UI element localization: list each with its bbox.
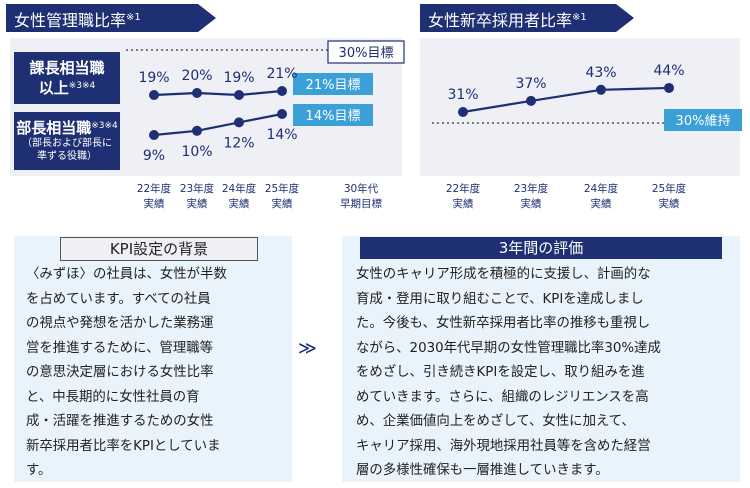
- eval_box-line: め、企業価値向上をめざして、女性に加えて、: [356, 414, 635, 429]
- row-label-bucho: 部長相当職※3※4 （部長および部長に 準ずる役職）: [14, 112, 120, 170]
- eval_box-line: 育成・登用に取り組むことで、KPIを達成しまし: [356, 291, 644, 307]
- x-tick-label: 23年度: [514, 182, 549, 195]
- evaluation-box: [342, 236, 740, 482]
- x-tick-label: 25年度: [265, 182, 300, 195]
- bucho-series-point: [192, 125, 202, 136]
- future-label-2: 早期目標: [340, 197, 382, 210]
- bucho-series-point: [149, 130, 159, 140]
- recruit-series-point: [664, 82, 674, 93]
- x-tick-label: 実績: [591, 197, 612, 210]
- x-tick-label: 実績: [453, 197, 474, 210]
- recruit-series-data-label: 44%: [653, 63, 684, 79]
- kacho-series-line: [153, 89, 283, 97]
- bucho-series-data-label: 14%: [266, 127, 297, 143]
- recruit-series-data-label: 31%: [447, 87, 478, 103]
- eval_box-line: めていきます。さらに、組織のレジリエンスを高: [356, 389, 649, 405]
- eval_box-line: ながら、2030年代早期の女性管理職比率30%達成: [356, 340, 661, 356]
- bucho-series-data-label: 10%: [181, 144, 212, 160]
- kacho-series-point: [149, 90, 159, 100]
- bucho-target-box: [293, 104, 373, 126]
- bucho-series-data-label: 9%: [143, 148, 165, 164]
- recruit-series-data-label: 43%: [585, 65, 616, 81]
- chevron-right-icon: ≫: [298, 338, 317, 359]
- bucho-series-line: [153, 112, 283, 137]
- x-tick-label: 22年度: [137, 182, 172, 195]
- recruit-series-line: [462, 86, 670, 114]
- kacho-series-point: [234, 90, 244, 100]
- recruit-series-point: [458, 107, 468, 117]
- kpi_box-line: の視点や発想を活かした業務運: [26, 316, 214, 331]
- right-chart-panel: [420, 38, 740, 176]
- x-tick-label: 実績: [659, 197, 680, 210]
- x-tick-label: 実績: [144, 197, 165, 210]
- x-tick-label: 実績: [272, 197, 293, 210]
- bucho-series-data-label: 12%: [223, 135, 254, 151]
- x-tick-label: 実績: [187, 197, 208, 210]
- kacho-series-data-label: 20%: [181, 68, 212, 84]
- kpi-background-box: [14, 236, 292, 482]
- target-30-box: [327, 40, 405, 64]
- x-tick-label: 23年度: [180, 182, 215, 195]
- kpi-heading: KPI設定の背景: [60, 237, 258, 261]
- bucho-target-label: 14%目標: [306, 109, 361, 124]
- bucho-series-point: [277, 109, 287, 119]
- kacho-series-data-label: 19%: [138, 70, 169, 86]
- eval_box-line: 層の多様性確保も一層推進していきます。: [356, 463, 609, 478]
- recruit-series-data-label: 37%: [515, 76, 546, 92]
- x-tick-label: 24年度: [222, 182, 257, 195]
- kpi_box-line: と、中長期的に女性社員の育: [26, 389, 200, 405]
- kpi_box-line: 新卒採用者比率をKPIとしていま: [26, 438, 221, 454]
- x-tick-label: 実績: [521, 197, 542, 210]
- right-target-label: 30%維持: [676, 114, 731, 129]
- evaluation-body-text: 女性のキャリア形成を積極的に支援し、計画的な 育成・登用に取り組むことで、KPIを…: [356, 263, 736, 484]
- eval_box-line: た。今後も、女性新卒採用者比率の推移も重視し: [356, 316, 651, 331]
- row-label-kacho: 課長相当職 以上※3※4: [14, 52, 120, 104]
- eval_box-line: キャリア採用、海外現地採用社員等を含めた経営: [356, 438, 651, 454]
- x-tick-label: 24年度: [584, 182, 619, 195]
- kacho-series-point: [192, 88, 202, 98]
- eval_box-line: をめざし、引き続きKPIを設定し、取り組みを進: [356, 365, 645, 380]
- future-label-1: 30年代: [344, 182, 379, 195]
- kacho-series-point: [277, 86, 287, 96]
- left-chart-title: 女性管理職比率※1: [6, 4, 216, 32]
- target-30-label: 30%目標: [339, 46, 394, 61]
- kpi-body-text: 〈みずほ〉の社員は、女性が半数 を占めています。すべての社員 の視点や発想を活かした…: [26, 263, 292, 484]
- right-chart-title: 女性新卒採用者比率※1: [420, 4, 634, 32]
- kpi_box-line: 成・活躍を推進するための女性: [26, 414, 214, 429]
- kpi_box-line: を占めています。すべての社員: [26, 291, 211, 307]
- kpi_box-line: 〈みずほ〉の社員は、女性が半数: [26, 267, 227, 282]
- bucho-series-point: [234, 117, 244, 128]
- x-tick-label: 22年度: [446, 182, 481, 195]
- kpi_box-line: 営を推進するために、管理職等: [26, 340, 214, 356]
- recruit-series-point: [526, 95, 536, 106]
- x-tick-label: 25年度: [652, 182, 687, 195]
- recruit-series-point: [596, 84, 606, 95]
- kacho-series-data-label: 21%: [266, 66, 297, 82]
- evaluation-heading: 3年間の評価: [360, 237, 722, 259]
- kpi_box-line: す。: [26, 463, 52, 478]
- kacho-series-data-label: 19%: [223, 70, 254, 86]
- kacho-target-box: [293, 73, 373, 95]
- eval_box-line: 女性のキャリア形成を積極的に支援し、計画的な: [356, 267, 651, 282]
- right-target-box: [664, 109, 742, 131]
- x-tick-label: 実績: [229, 197, 250, 210]
- kpi_box-line: の意思決定層における女性比率: [26, 365, 214, 380]
- kacho-target-label: 21%目標: [306, 78, 361, 93]
